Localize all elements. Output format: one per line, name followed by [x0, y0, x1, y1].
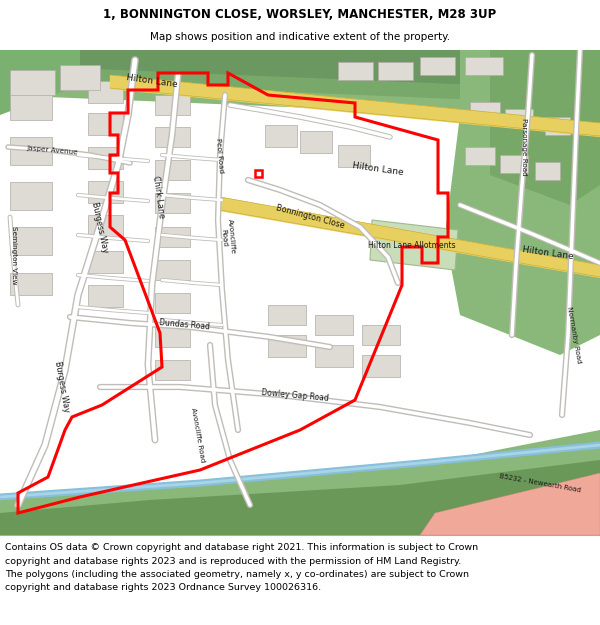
Bar — [500, 155, 528, 173]
Bar — [362, 325, 400, 345]
Polygon shape — [370, 220, 458, 270]
Text: copyright and database rights 2023 and is reproduced with the permission of HM L: copyright and database rights 2023 and i… — [5, 556, 461, 566]
Polygon shape — [0, 65, 600, 120]
Text: Burgess Way: Burgess Way — [53, 361, 71, 413]
Bar — [315, 315, 353, 335]
Bar — [254, 169, 262, 176]
Text: Avoncliffe Road: Avoncliffe Road — [190, 407, 206, 463]
Polygon shape — [0, 430, 600, 535]
Bar — [88, 181, 123, 203]
Bar — [265, 125, 297, 147]
Polygon shape — [0, 460, 600, 535]
Text: Hilton Lane Allotments: Hilton Lane Allotments — [368, 241, 456, 249]
Text: Chirk Lane: Chirk Lane — [151, 175, 166, 219]
Text: Dundas Road: Dundas Road — [159, 318, 211, 332]
Bar — [470, 102, 500, 120]
Bar — [10, 227, 52, 255]
Bar — [155, 160, 190, 180]
Text: 1, BONNINGTON CLOSE, WORSLEY, MANCHESTER, M28 3UP: 1, BONNINGTON CLOSE, WORSLEY, MANCHESTER… — [103, 9, 497, 21]
Bar — [300, 131, 332, 153]
Polygon shape — [0, 50, 600, 105]
Polygon shape — [420, 473, 600, 535]
Bar — [155, 227, 190, 247]
Bar — [10, 182, 52, 210]
Bar — [155, 260, 190, 280]
Text: The polygons (including the associated geometry, namely x, y co-ordinates) are s: The polygons (including the associated g… — [5, 570, 469, 579]
Text: copyright and database rights 2023 Ordnance Survey 100026316.: copyright and database rights 2023 Ordna… — [5, 584, 321, 592]
Bar — [155, 327, 190, 347]
Bar — [10, 273, 52, 295]
Polygon shape — [0, 50, 600, 90]
Bar — [155, 193, 190, 213]
Bar — [10, 137, 52, 165]
Bar — [315, 345, 353, 367]
Bar — [378, 62, 413, 80]
Bar — [88, 147, 123, 169]
Text: Peol Road: Peol Road — [215, 137, 224, 173]
Bar — [88, 81, 123, 103]
Polygon shape — [445, 50, 600, 355]
Bar — [420, 57, 455, 75]
Bar — [88, 251, 123, 273]
Text: Map shows position and indicative extent of the property.: Map shows position and indicative extent… — [150, 32, 450, 43]
Text: Hilton Lane: Hilton Lane — [126, 73, 178, 89]
Text: B5232 - Newearth Road: B5232 - Newearth Road — [499, 473, 581, 493]
Bar — [362, 355, 400, 377]
Bar — [268, 305, 306, 325]
Bar — [155, 360, 190, 380]
Text: Parsonage Road: Parsonage Road — [521, 118, 527, 176]
Polygon shape — [0, 50, 80, 115]
Bar — [338, 62, 373, 80]
Bar — [535, 162, 560, 180]
Bar — [155, 95, 190, 115]
Bar — [545, 117, 570, 135]
Text: Semington View: Semington View — [11, 226, 17, 284]
Bar — [155, 293, 190, 313]
Text: Burgess Way: Burgess Way — [90, 201, 110, 253]
Bar — [88, 113, 123, 135]
Bar — [268, 335, 306, 357]
Bar — [505, 109, 533, 127]
Bar — [88, 285, 123, 307]
Text: Hilton Lane: Hilton Lane — [352, 161, 404, 177]
Polygon shape — [490, 50, 600, 205]
Text: Dowley Gap Road: Dowley Gap Road — [261, 388, 329, 402]
Bar — [88, 215, 123, 237]
Text: Jasper Avenue: Jasper Avenue — [26, 145, 78, 155]
Bar — [465, 57, 503, 75]
Text: Hilton Lane: Hilton Lane — [522, 245, 574, 261]
Bar — [10, 70, 55, 95]
Bar — [465, 147, 495, 165]
Bar — [10, 92, 52, 120]
Text: Contains OS data © Crown copyright and database right 2021. This information is : Contains OS data © Crown copyright and d… — [5, 543, 478, 552]
Text: Avoncliffe
Road: Avoncliffe Road — [220, 219, 236, 255]
Bar — [60, 65, 100, 90]
Text: Bonnington Close: Bonnington Close — [275, 204, 345, 231]
Bar — [155, 127, 190, 147]
Text: Normanby Road: Normanby Road — [566, 306, 582, 364]
Bar — [338, 145, 370, 167]
